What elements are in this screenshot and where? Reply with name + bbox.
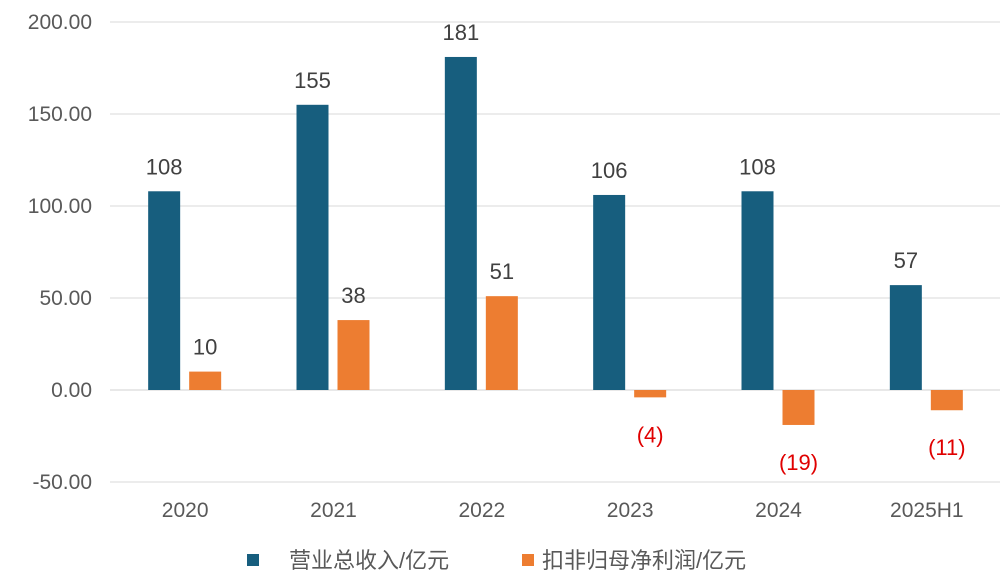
data-label: 106 — [591, 158, 628, 183]
x-tick-label: 2023 — [607, 499, 654, 522]
bar-revenue — [593, 194, 626, 390]
bar-revenue — [889, 285, 922, 390]
y-tick-label: 0.00 — [51, 379, 92, 402]
bar-net-profit — [930, 390, 963, 411]
x-tick-label: 2022 — [458, 499, 505, 522]
bar-revenue — [148, 191, 181, 390]
data-label: 10 — [193, 335, 217, 360]
data-label: 51 — [490, 259, 514, 284]
data-label: 181 — [442, 20, 479, 45]
x-tick-label: 2021 — [310, 499, 357, 522]
data-label: 108 — [739, 154, 776, 179]
legend-swatch — [522, 554, 534, 566]
legend-swatch — [247, 554, 259, 566]
bar-net-profit — [485, 296, 518, 390]
data-label: 57 — [894, 248, 918, 273]
y-tick-label: -50.00 — [32, 471, 92, 494]
y-tick-label: 100.00 — [28, 195, 92, 218]
bar-net-profit — [189, 371, 222, 390]
x-tick-label: 2025H1 — [890, 499, 964, 522]
data-label: 108 — [146, 154, 183, 179]
x-tick-label: 2020 — [162, 499, 209, 522]
bar-net-profit — [337, 320, 370, 390]
bar-revenue — [444, 56, 477, 391]
legend-label: 扣非归母净利润/亿元 — [542, 548, 746, 573]
y-tick-label: 150.00 — [28, 103, 92, 126]
y-tick-label: 200.00 — [28, 11, 92, 34]
x-tick-label: 2024 — [755, 499, 802, 522]
data-label: 155 — [294, 68, 331, 93]
data-label: (11) — [928, 435, 966, 460]
data-label: (4) — [637, 422, 664, 447]
bar-net-profit — [634, 390, 667, 398]
legend-label: 营业总收入/亿元 — [289, 548, 449, 573]
bar-revenue — [296, 104, 329, 391]
bar-net-profit — [782, 390, 815, 425]
y-tick-label: 50.00 — [39, 287, 92, 310]
data-label: (19) — [779, 450, 818, 475]
data-label: 38 — [341, 283, 365, 308]
bar-revenue — [741, 191, 774, 390]
